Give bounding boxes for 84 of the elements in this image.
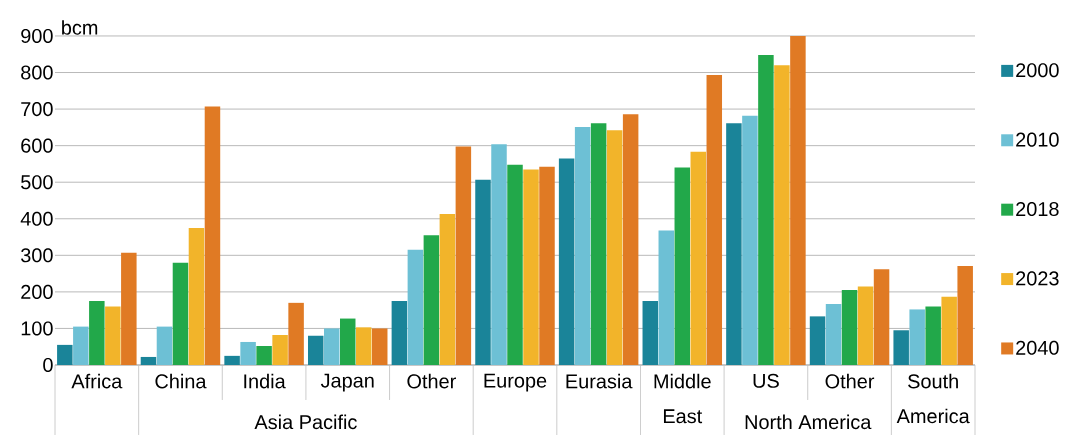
bar (925, 306, 941, 365)
bar (539, 166, 555, 365)
bar (288, 302, 304, 365)
x-tick-label: China (155, 373, 207, 389)
bar (256, 345, 272, 365)
bar (307, 335, 324, 365)
x-tick-label: Middle East (654, 373, 711, 424)
legend-label: 2018 (1016, 201, 1059, 216)
bar (606, 130, 623, 365)
bar (105, 306, 121, 365)
x-tick-label: US (753, 373, 779, 388)
x-tick-label: Japan (320, 373, 374, 392)
bar (140, 356, 157, 365)
bar (690, 151, 707, 365)
bar (642, 300, 659, 365)
bar (790, 35, 806, 365)
bar (188, 227, 205, 365)
bar (941, 296, 957, 365)
y-tick-label: 200 (21, 284, 53, 299)
bar (558, 158, 575, 365)
x-tick-label: South America (896, 373, 970, 424)
bar (590, 123, 607, 365)
y-tick-label: 100 (21, 321, 53, 336)
y-tick-label: 700 (21, 101, 53, 116)
y-axis-title: bcm (62, 19, 98, 35)
legend-label: 2000 (1016, 63, 1059, 78)
bar (121, 252, 137, 365)
legend-label: 2023 (1016, 271, 1059, 286)
bar (774, 65, 790, 365)
bar (172, 262, 189, 365)
bar (73, 326, 89, 365)
y-tick-label: 500 (21, 174, 53, 190)
bar (355, 327, 372, 365)
x-tick-label: Africa (71, 373, 123, 389)
bar (706, 74, 723, 365)
bar (809, 316, 826, 365)
bar (622, 114, 639, 365)
y-tick-label: 300 (21, 248, 53, 263)
y-tick-label: 800 (21, 65, 53, 80)
text: North America (745, 414, 872, 429)
x-tick-label: Eurasia (566, 373, 633, 389)
bar (873, 269, 890, 365)
y-tick-label: 0 (43, 357, 53, 372)
bar (204, 106, 221, 365)
y-tick-label: 400 (20, 211, 53, 226)
bar (475, 179, 491, 365)
bar (371, 328, 388, 365)
x-tick-label: Other (825, 373, 875, 389)
text: Asia Pacific (254, 414, 357, 429)
x-tick-label: Other (407, 373, 456, 389)
bar (339, 318, 356, 365)
bar (726, 123, 742, 365)
bar (574, 126, 591, 365)
bar (491, 143, 507, 365)
bar (455, 146, 472, 365)
bar (957, 265, 973, 365)
bar (323, 328, 340, 365)
bar (841, 289, 858, 365)
bar (674, 167, 691, 365)
bar (523, 169, 539, 365)
bar (439, 213, 456, 365)
bar (825, 303, 842, 365)
bar (857, 286, 874, 365)
y-tick-label: 900 (21, 28, 53, 43)
bar (893, 330, 909, 365)
bar (240, 341, 256, 365)
bar (224, 355, 240, 365)
x-tick-label: Europe (484, 373, 547, 392)
bar (57, 344, 73, 365)
legend-label: 2010 (1016, 132, 1059, 147)
x-tick-label: India (244, 373, 286, 389)
bar (758, 54, 774, 365)
bar (272, 334, 288, 365)
y-tick-label: 600 (21, 138, 53, 153)
bar (423, 235, 440, 365)
bar (391, 300, 408, 365)
bar (89, 300, 105, 365)
bar (156, 326, 173, 365)
bar (407, 249, 424, 365)
bar (909, 309, 925, 365)
bar (507, 164, 523, 365)
bar (742, 115, 758, 365)
legend-label: 2040 (1016, 340, 1059, 355)
bar (658, 230, 675, 365)
